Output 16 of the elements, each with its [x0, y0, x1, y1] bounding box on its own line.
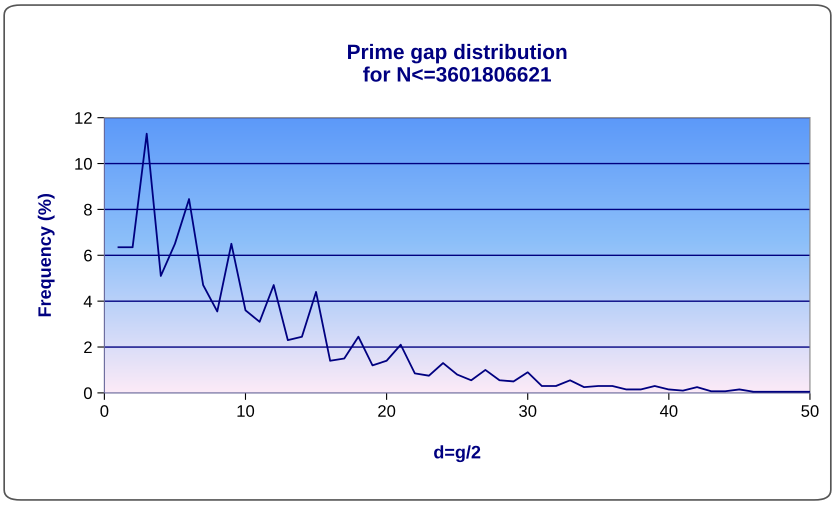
x-tick-label: 40	[660, 405, 678, 417]
chart-title: Prime gap distribution for N<=3601806621	[348, 44, 566, 82]
y-tick-label: 12	[75, 112, 92, 124]
x-axis-title: d=g/2	[434, 445, 480, 462]
y-tick-label: 6	[84, 250, 92, 262]
x-tick-label: 10	[237, 405, 254, 417]
y-tick-label: 0	[84, 387, 92, 400]
x-tick-label: 0	[100, 405, 108, 417]
x-tick-label: 20	[378, 405, 396, 417]
x-tick-label: 30	[519, 405, 536, 417]
y-tick-label: 8	[84, 204, 92, 216]
x-tick-label: 50	[801, 405, 819, 417]
y-axis-title: Frequency (%)	[38, 194, 55, 316]
y-tick-label: 2	[84, 341, 92, 354]
y-tick-label: 10	[75, 158, 92, 170]
y-tick-label: 4	[84, 296, 92, 308]
